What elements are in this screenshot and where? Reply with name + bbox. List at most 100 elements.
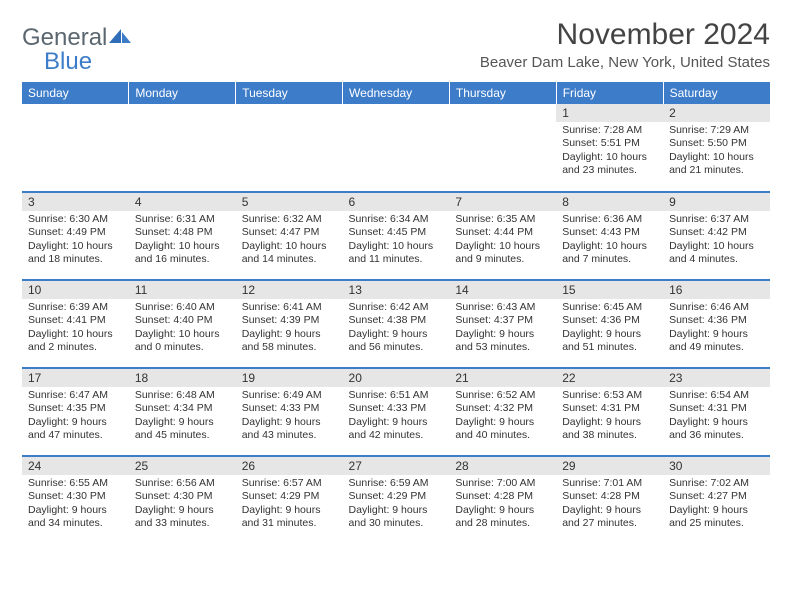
- sunset-line: Sunset: 4:40 PM: [135, 314, 230, 327]
- day-header-monday: Monday: [129, 82, 236, 104]
- daylight-line: Daylight: 9 hours and 28 minutes.: [455, 504, 550, 531]
- sunset-line: Sunset: 4:49 PM: [28, 226, 123, 239]
- daylight-line: Daylight: 10 hours and 7 minutes.: [562, 240, 657, 267]
- day-cell: 15Sunrise: 6:45 AMSunset: 4:36 PMDayligh…: [556, 280, 663, 368]
- day-number: 23: [663, 369, 770, 387]
- day-cell: .: [129, 104, 236, 192]
- day-cell: .: [449, 104, 556, 192]
- sunrise-line: Sunrise: 6:45 AM: [562, 301, 657, 314]
- day-number: 26: [236, 457, 343, 475]
- day-info: Sunrise: 6:56 AMSunset: 4:30 PMDaylight:…: [129, 475, 236, 544]
- day-number: 14: [449, 281, 556, 299]
- day-number: 2: [663, 104, 770, 122]
- daylight-line: Daylight: 9 hours and 25 minutes.: [669, 504, 764, 531]
- day-number: 25: [129, 457, 236, 475]
- day-number: 20: [343, 369, 450, 387]
- sunrise-line: Sunrise: 6:30 AM: [28, 213, 123, 226]
- sunrise-line: Sunrise: 6:40 AM: [135, 301, 230, 314]
- day-info: Sunrise: 6:59 AMSunset: 4:29 PMDaylight:…: [343, 475, 450, 544]
- sunset-line: Sunset: 4:37 PM: [455, 314, 550, 327]
- calendar-page: General Blue November 2024 Beaver Dam La…: [0, 0, 792, 612]
- day-cell: 10Sunrise: 6:39 AMSunset: 4:41 PMDayligh…: [22, 280, 129, 368]
- day-number: 15: [556, 281, 663, 299]
- location: Beaver Dam Lake, New York, United States: [480, 54, 770, 71]
- week-row: .....1Sunrise: 7:28 AMSunset: 5:51 PMDay…: [22, 104, 770, 192]
- sunrise-line: Sunrise: 6:56 AM: [135, 477, 230, 490]
- daylight-line: Daylight: 10 hours and 4 minutes.: [669, 240, 764, 267]
- day-info: Sunrise: 6:54 AMSunset: 4:31 PMDaylight:…: [663, 387, 770, 455]
- daylight-line: Daylight: 10 hours and 11 minutes.: [349, 240, 444, 267]
- day-number: 17: [22, 369, 129, 387]
- daylight-line: Daylight: 9 hours and 49 minutes.: [669, 328, 764, 355]
- daylight-line: Daylight: 9 hours and 38 minutes.: [562, 416, 657, 443]
- sunrise-line: Sunrise: 6:42 AM: [349, 301, 444, 314]
- day-header-sunday: Sunday: [22, 82, 129, 104]
- sunset-line: Sunset: 4:39 PM: [242, 314, 337, 327]
- day-cell: 23Sunrise: 6:54 AMSunset: 4:31 PMDayligh…: [663, 368, 770, 456]
- sunset-line: Sunset: 4:38 PM: [349, 314, 444, 327]
- day-info: Sunrise: 6:34 AMSunset: 4:45 PMDaylight:…: [343, 211, 450, 279]
- sunrise-line: Sunrise: 6:32 AM: [242, 213, 337, 226]
- title-block: November 2024 Beaver Dam Lake, New York,…: [480, 18, 770, 71]
- day-info: Sunrise: 6:52 AMSunset: 4:32 PMDaylight:…: [449, 387, 556, 455]
- daylight-line: Daylight: 10 hours and 9 minutes.: [455, 240, 550, 267]
- sunrise-line: Sunrise: 7:29 AM: [669, 124, 764, 137]
- sunset-line: Sunset: 4:33 PM: [242, 402, 337, 415]
- sunrise-line: Sunrise: 6:49 AM: [242, 389, 337, 402]
- calendar-table: SundayMondayTuesdayWednesdayThursdayFrid…: [22, 82, 770, 544]
- daylight-line: Daylight: 9 hours and 53 minutes.: [455, 328, 550, 355]
- day-cell: 25Sunrise: 6:56 AMSunset: 4:30 PMDayligh…: [129, 456, 236, 544]
- daylight-line: Daylight: 9 hours and 33 minutes.: [135, 504, 230, 531]
- sunrise-line: Sunrise: 6:35 AM: [455, 213, 550, 226]
- day-number: 12: [236, 281, 343, 299]
- day-cell: 8Sunrise: 6:36 AMSunset: 4:43 PMDaylight…: [556, 192, 663, 280]
- day-cell: 1Sunrise: 7:28 AMSunset: 5:51 PMDaylight…: [556, 104, 663, 192]
- sunset-line: Sunset: 4:35 PM: [28, 402, 123, 415]
- day-cell: 20Sunrise: 6:51 AMSunset: 4:33 PMDayligh…: [343, 368, 450, 456]
- month-title: November 2024: [480, 18, 770, 52]
- sunset-line: Sunset: 4:31 PM: [669, 402, 764, 415]
- daylight-line: Daylight: 9 hours and 30 minutes.: [349, 504, 444, 531]
- day-cell: 30Sunrise: 7:02 AMSunset: 4:27 PMDayligh…: [663, 456, 770, 544]
- sunset-line: Sunset: 4:44 PM: [455, 226, 550, 239]
- day-info: Sunrise: 6:42 AMSunset: 4:38 PMDaylight:…: [343, 299, 450, 367]
- calendar-body: .....1Sunrise: 7:28 AMSunset: 5:51 PMDay…: [22, 104, 770, 544]
- sunset-line: Sunset: 4:41 PM: [28, 314, 123, 327]
- sunset-line: Sunset: 4:29 PM: [349, 490, 444, 503]
- day-info: Sunrise: 6:41 AMSunset: 4:39 PMDaylight:…: [236, 299, 343, 367]
- calendar-head: SundayMondayTuesdayWednesdayThursdayFrid…: [22, 82, 770, 104]
- day-number: 11: [129, 281, 236, 299]
- daylight-line: Daylight: 9 hours and 42 minutes.: [349, 416, 444, 443]
- daylight-line: Daylight: 9 hours and 40 minutes.: [455, 416, 550, 443]
- daylight-line: Daylight: 9 hours and 31 minutes.: [242, 504, 337, 531]
- sunrise-line: Sunrise: 6:59 AM: [349, 477, 444, 490]
- day-cell: 11Sunrise: 6:40 AMSunset: 4:40 PMDayligh…: [129, 280, 236, 368]
- day-number: 30: [663, 457, 770, 475]
- day-cell: 4Sunrise: 6:31 AMSunset: 4:48 PMDaylight…: [129, 192, 236, 280]
- daylight-line: Daylight: 10 hours and 0 minutes.: [135, 328, 230, 355]
- sunrise-line: Sunrise: 6:46 AM: [669, 301, 764, 314]
- day-info: Sunrise: 6:57 AMSunset: 4:29 PMDaylight:…: [236, 475, 343, 544]
- sail-icon: [107, 27, 133, 45]
- day-cell: 18Sunrise: 6:48 AMSunset: 4:34 PMDayligh…: [129, 368, 236, 456]
- day-cell: .: [236, 104, 343, 192]
- day-info: Sunrise: 7:00 AMSunset: 4:28 PMDaylight:…: [449, 475, 556, 544]
- day-header-friday: Friday: [556, 82, 663, 104]
- day-number: 16: [663, 281, 770, 299]
- day-number: 1: [556, 104, 663, 122]
- day-info: Sunrise: 6:48 AMSunset: 4:34 PMDaylight:…: [129, 387, 236, 455]
- day-info: Sunrise: 6:46 AMSunset: 4:36 PMDaylight:…: [663, 299, 770, 367]
- day-info: Sunrise: 6:37 AMSunset: 4:42 PMDaylight:…: [663, 211, 770, 279]
- day-header-saturday: Saturday: [663, 82, 770, 104]
- logo-word2: Blue: [44, 48, 92, 75]
- day-cell: 28Sunrise: 7:00 AMSunset: 4:28 PMDayligh…: [449, 456, 556, 544]
- daylight-line: Daylight: 9 hours and 51 minutes.: [562, 328, 657, 355]
- day-info: Sunrise: 6:32 AMSunset: 4:47 PMDaylight:…: [236, 211, 343, 279]
- sunrise-line: Sunrise: 6:55 AM: [28, 477, 123, 490]
- logo-word1: General: [22, 24, 107, 51]
- day-number: 19: [236, 369, 343, 387]
- sunrise-line: Sunrise: 6:52 AM: [455, 389, 550, 402]
- sunset-line: Sunset: 5:51 PM: [562, 137, 657, 150]
- day-info: Sunrise: 6:40 AMSunset: 4:40 PMDaylight:…: [129, 299, 236, 367]
- day-number: 28: [449, 457, 556, 475]
